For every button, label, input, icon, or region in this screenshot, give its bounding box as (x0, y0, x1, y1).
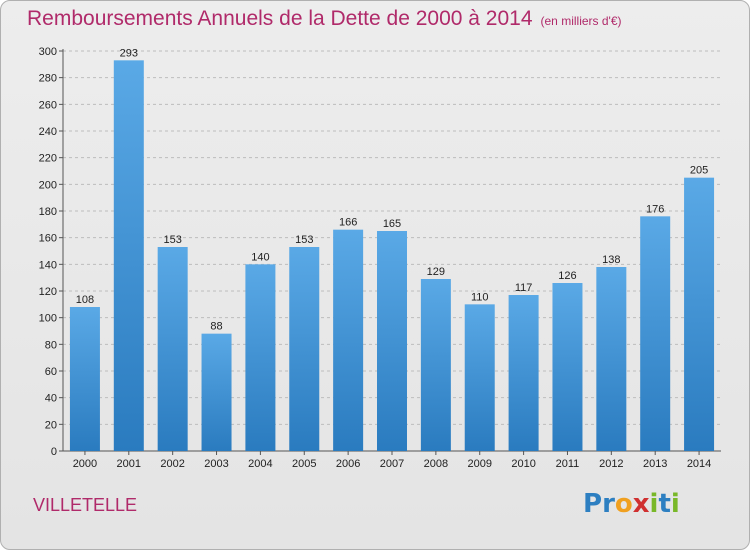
data-label-2003: 88 (210, 321, 222, 333)
y-tick-label: 300 (39, 46, 57, 58)
y-tick-label: 100 (39, 313, 57, 325)
x-tick-label: 2012 (599, 458, 623, 470)
data-label-2000: 108 (76, 294, 94, 306)
bar-2007 (377, 231, 407, 451)
chart-subtitle: (en milliers d'€) (540, 14, 622, 28)
x-tick-label: 2009 (467, 458, 491, 470)
chart-title-text: Remboursements Annuels de la Dette de 20… (27, 7, 533, 30)
y-tick-label: 120 (39, 286, 57, 298)
data-label-2002: 153 (163, 234, 181, 246)
x-tick-label: 2000 (73, 458, 97, 470)
x-tick-label: 2008 (424, 458, 448, 470)
x-tick-label: 2002 (160, 458, 184, 470)
bar-2009 (464, 304, 495, 451)
x-tick-label: 2013 (643, 458, 667, 470)
y-tick-label: 220 (39, 153, 57, 165)
y-tick-label: 20 (45, 419, 57, 431)
x-tick-label: 2007 (380, 458, 404, 470)
y-tick-label: 80 (45, 339, 57, 351)
logo-letter: i (670, 489, 680, 519)
bar-2004 (245, 264, 276, 451)
data-label-2005: 153 (295, 234, 313, 246)
bar-2003 (201, 333, 232, 451)
logo-letter: P (583, 489, 603, 519)
x-tick-label: 2011 (556, 458, 580, 470)
x-tick-label: 2014 (687, 458, 711, 470)
x-tick-label: 2006 (336, 458, 360, 470)
logo-letter: r (602, 489, 615, 519)
bar-2013 (640, 216, 671, 451)
x-tick-label: 2001 (117, 458, 141, 470)
bar-2006 (333, 229, 364, 451)
data-label-2013: 176 (646, 203, 664, 215)
x-tick-label: 2003 (204, 458, 228, 470)
logo-letter: i (649, 489, 659, 519)
data-label-2008: 129 (427, 266, 445, 278)
data-label-2011: 126 (558, 270, 576, 282)
bar-2012 (596, 267, 627, 451)
y-tick-label: 160 (39, 233, 57, 245)
data-label-2001: 293 (120, 47, 138, 59)
y-tick-label: 40 (45, 393, 57, 405)
y-tick-label: 280 (39, 73, 57, 85)
logo-letter: o (614, 489, 633, 519)
bar-2005 (289, 247, 320, 451)
data-label-2010: 117 (515, 282, 533, 294)
data-label-2006: 166 (339, 217, 357, 229)
y-tick-label: 240 (39, 126, 57, 138)
bar-2008 (420, 279, 451, 451)
y-tick-label: 140 (39, 259, 57, 271)
y-tick-label: 200 (39, 179, 57, 191)
data-label-2012: 138 (602, 254, 620, 266)
data-label-2009: 110 (471, 291, 489, 303)
data-label-2004: 140 (251, 251, 269, 263)
bar-2011 (552, 283, 583, 451)
town-name: VILLETELLE (33, 495, 138, 515)
logo-letter: x (632, 489, 650, 519)
proxiti-logo: Proxiti (583, 489, 680, 519)
bar-2010 (508, 295, 539, 451)
logo-letter: t (658, 489, 671, 519)
bar-2000 (69, 307, 100, 451)
x-tick-label: 2004 (248, 458, 272, 470)
data-label-2007: 165 (383, 218, 401, 230)
data-label-2014: 205 (690, 165, 708, 177)
x-tick-label: 2010 (511, 458, 535, 470)
y-tick-label: 0 (51, 446, 57, 458)
y-tick-label: 180 (39, 206, 57, 218)
bar-2001 (113, 60, 144, 451)
bar-2002 (157, 247, 188, 451)
y-tick-label: 260 (39, 99, 57, 111)
x-tick-label: 2005 (292, 458, 316, 470)
chart-title: Remboursements Annuels de la Dette de 20… (27, 7, 622, 31)
y-tick-label: 60 (45, 366, 57, 378)
bar-2014 (684, 177, 715, 451)
